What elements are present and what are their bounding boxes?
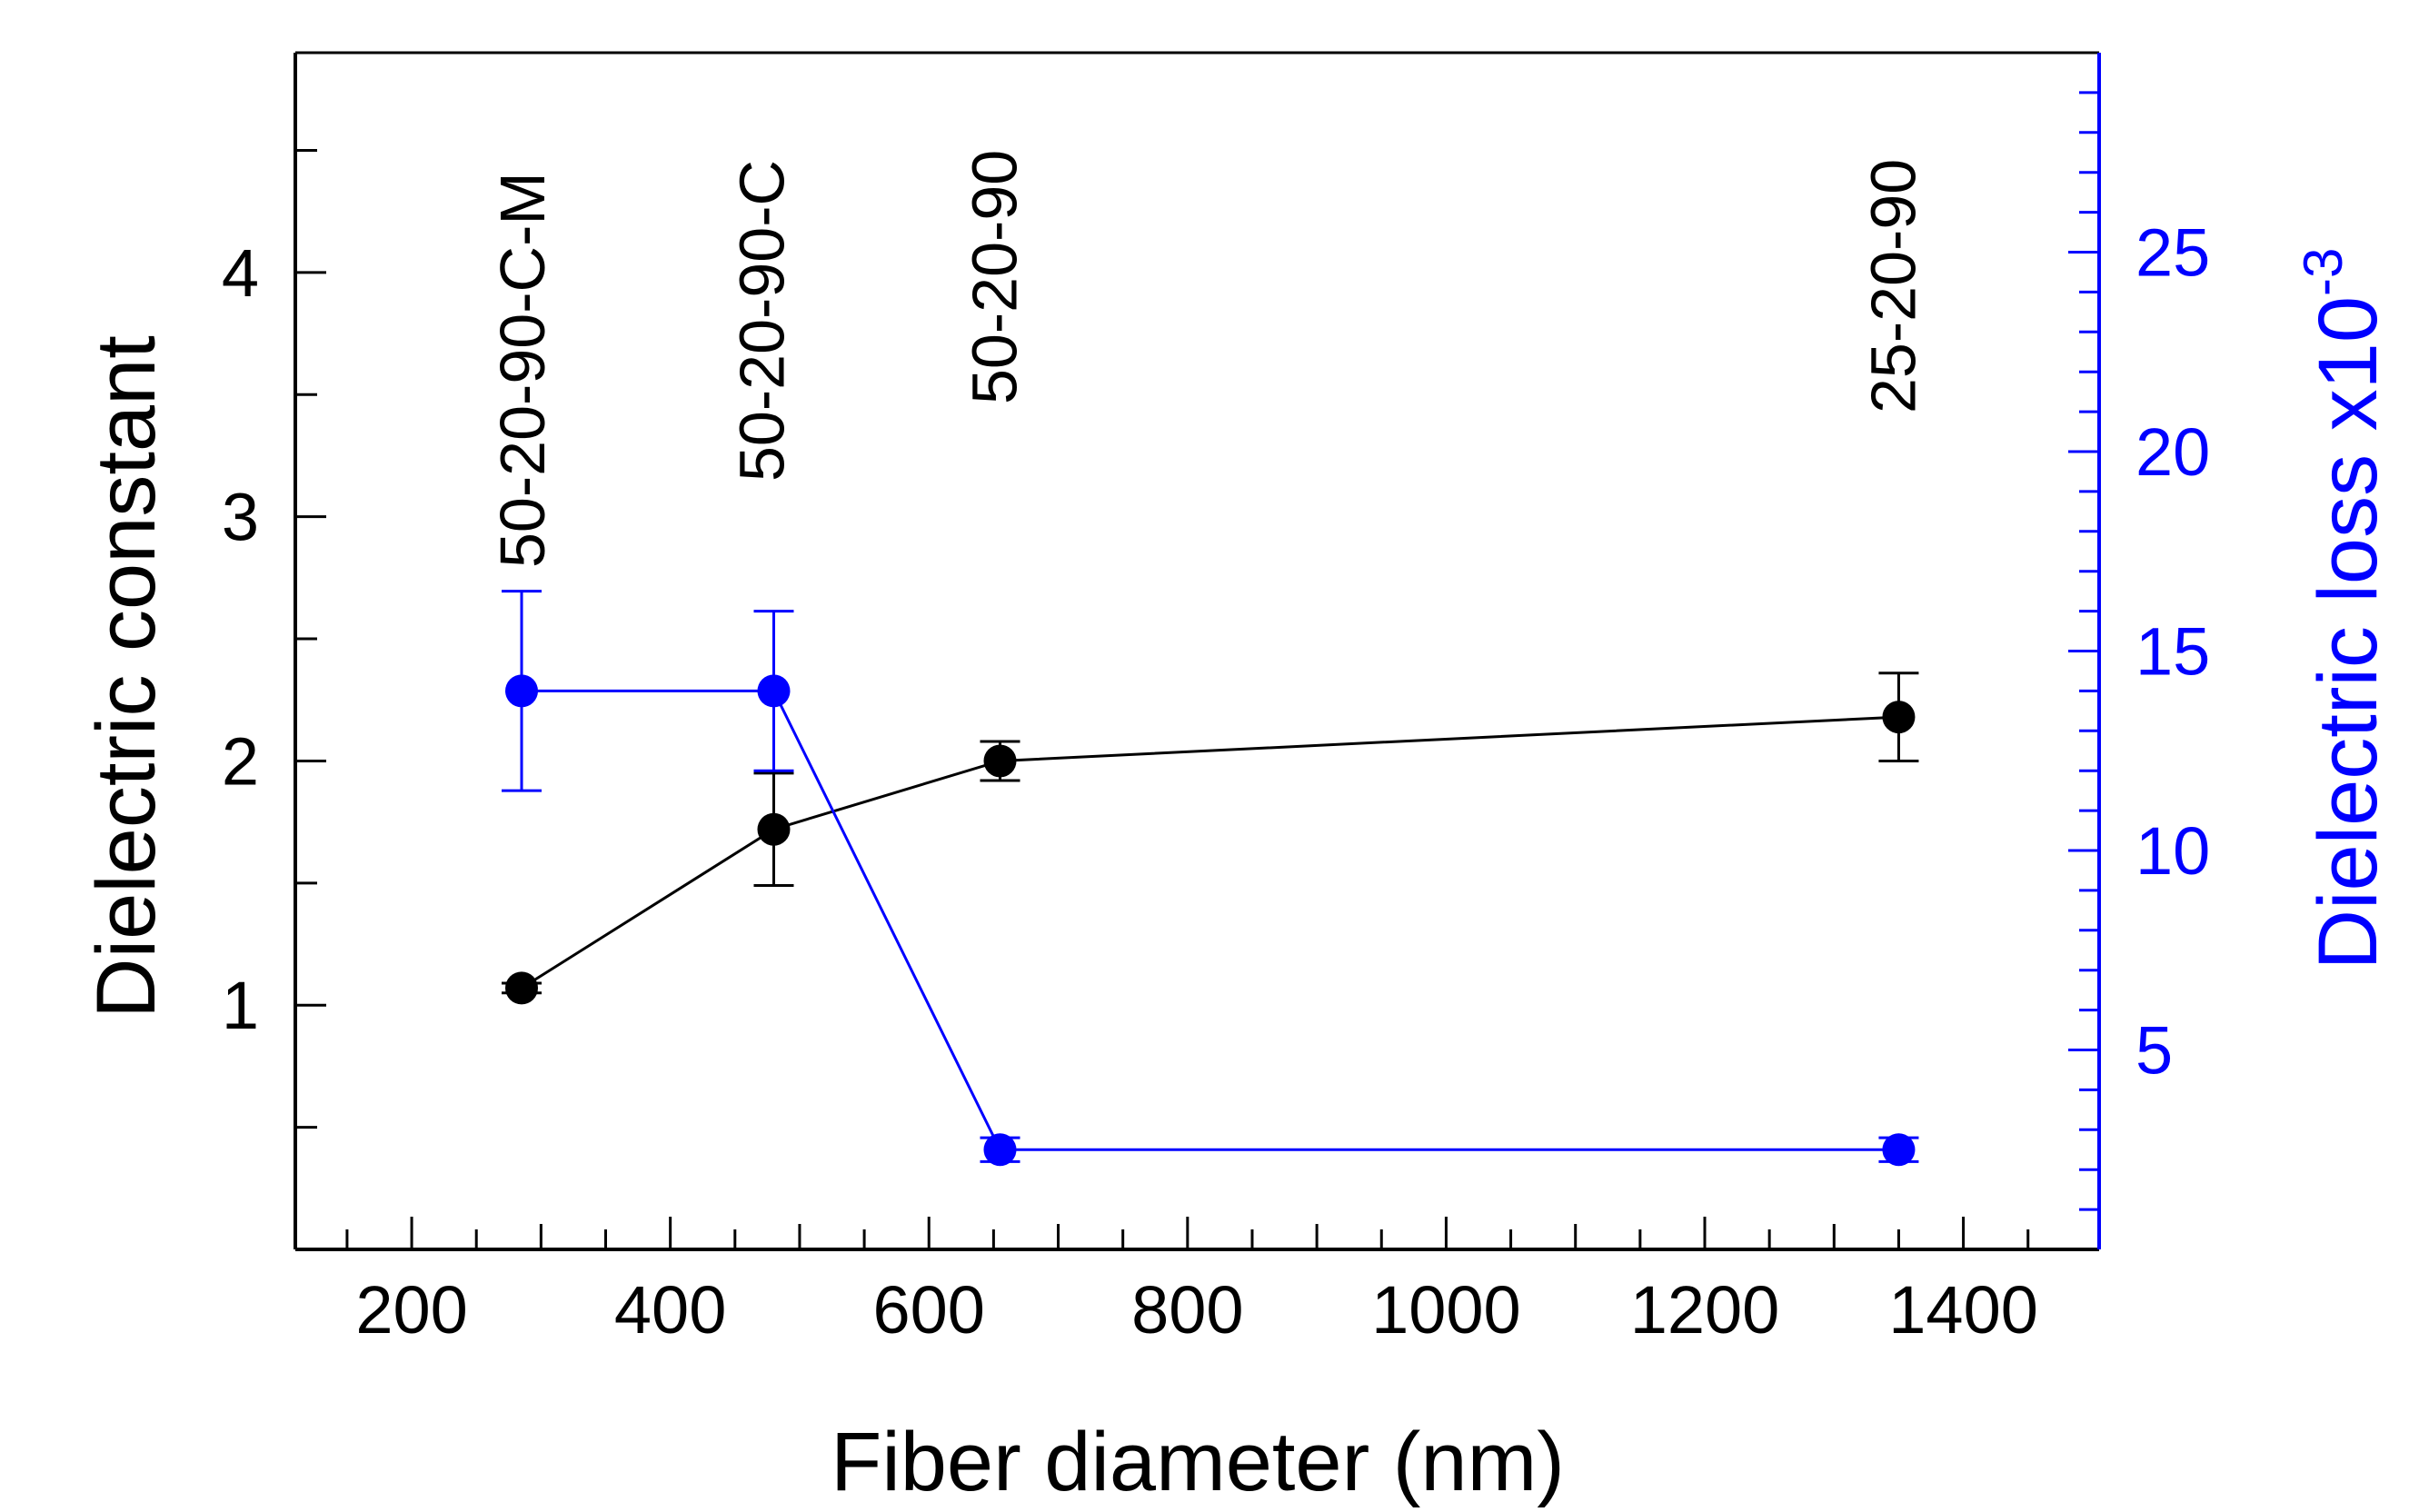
data-point xyxy=(1882,1133,1916,1167)
series-group xyxy=(502,590,1919,1167)
y-left-axis-label: Dielectric constant xyxy=(80,335,173,1019)
x-tick-label: 400 xyxy=(614,1272,726,1348)
labels-group: 50-20-90-C-M 50-20-90-C 50-20-90 25-20-90 xyxy=(487,150,1928,568)
y-left-tick-label: 1 xyxy=(222,968,259,1043)
x-tick-label: 1000 xyxy=(1371,1272,1521,1348)
data-point xyxy=(757,812,791,846)
sample-label: 50-20-90-C xyxy=(726,160,797,482)
x-tick-label: 800 xyxy=(1131,1272,1243,1348)
data-point xyxy=(983,744,1017,778)
sample-label: 25-20-90 xyxy=(1857,159,1928,413)
x-axis-label: Fiber diameter (nm) xyxy=(831,1416,1565,1508)
series-line-1 xyxy=(522,689,1899,1151)
y-left-tick-label: 4 xyxy=(222,235,259,311)
data-point xyxy=(757,674,791,708)
data-point xyxy=(505,971,539,1005)
sample-label: 50-20-90 xyxy=(959,150,1030,404)
y-right-axis-label: Dielectric loss x10-3 xyxy=(2293,248,2394,970)
y-right-tick-label: 15 xyxy=(2135,614,2210,690)
y-right-tick-label: 10 xyxy=(2135,813,2210,889)
x-tick-label: 600 xyxy=(873,1272,985,1348)
x-tick-label: 200 xyxy=(355,1272,467,1348)
x-tick-label: 1200 xyxy=(1630,1272,1780,1348)
series-line-0 xyxy=(521,715,1899,990)
axes-group: 200 400 600 800 1000 1200 1400 1 2 3 4 5 10 15 20 25 xyxy=(222,51,2210,1348)
x-tick-label: 1400 xyxy=(1888,1272,2038,1348)
data-point xyxy=(983,1133,1017,1167)
y-right-axis-label-exponent: -3 xyxy=(2293,248,2354,296)
y-right-tick-label: 5 xyxy=(2135,1013,2173,1089)
sample-label: 50-20-90-C-M xyxy=(487,172,558,568)
data-point xyxy=(505,674,539,708)
y-right-tick-label: 25 xyxy=(2135,215,2210,291)
data-point xyxy=(1882,701,1916,734)
y-left-tick-label: 3 xyxy=(222,480,259,555)
y-right-tick-label: 20 xyxy=(2135,414,2210,490)
y-right-axis-label-main: Dielectric loss x10 xyxy=(2302,296,2394,970)
y-left-tick-label: 2 xyxy=(222,723,259,799)
